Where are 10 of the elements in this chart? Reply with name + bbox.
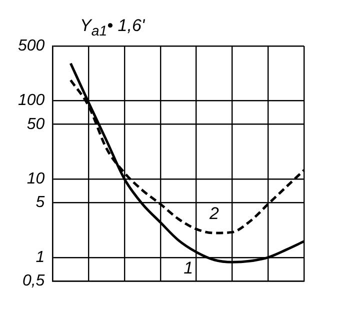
y-axis-title: Y$_{a1}$• 1,6' [80,16,145,40]
y-tick-label: 10 [26,170,45,188]
series-label: 1 [184,258,194,278]
y-tick-label: 0,5 [22,272,45,290]
y-tick-label: 500 [18,37,45,54]
y-tick-label: 100 [18,92,45,110]
y-tick-label: 1 [36,248,45,266]
y-tick-label: 50 [26,116,45,133]
series-label: 2 [208,204,220,224]
y-tick-label: 5 [36,194,45,212]
